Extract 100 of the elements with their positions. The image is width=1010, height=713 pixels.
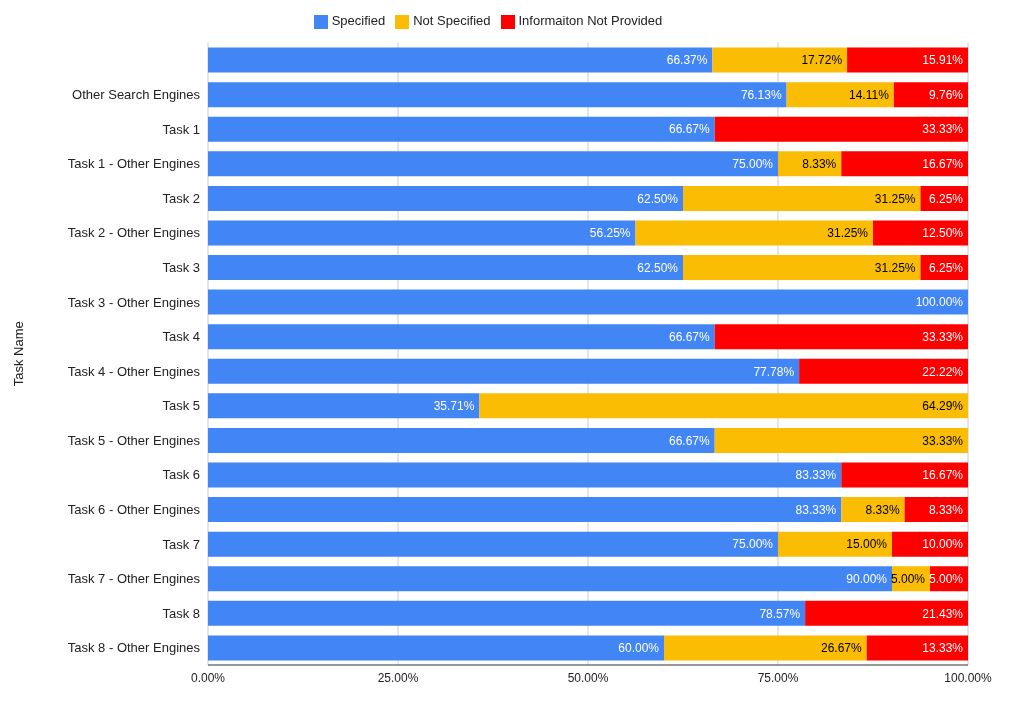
bar [805, 600, 968, 626]
x-tick-label: 50.00% [567, 670, 609, 685]
bar [208, 116, 715, 142]
data-label: 66.37% [666, 53, 708, 68]
data-label: 17.72% [801, 53, 843, 68]
x-tick-label: 75.00% [757, 670, 799, 685]
bar [208, 47, 713, 73]
legend-label: Informaiton Not Provided [518, 13, 663, 28]
data-label: 6.25% [928, 191, 964, 206]
y-tick-label: Task 7 [162, 536, 200, 552]
data-label: 31.25% [827, 226, 869, 241]
data-label: 33.33% [922, 329, 964, 344]
x-tick-label: 100.00% [944, 670, 993, 685]
x-tick-label: 0.00% [190, 670, 226, 685]
y-tick-label: Task 8 - Other Engines [67, 640, 201, 656]
data-label: 90.00% [846, 572, 888, 587]
data-label: 75.00% [732, 537, 774, 552]
data-label: 77.78% [753, 364, 795, 379]
bar [714, 324, 968, 350]
bar [866, 635, 968, 661]
bar [786, 82, 894, 108]
bar [208, 220, 636, 246]
bar [208, 497, 842, 523]
bar [847, 47, 968, 73]
data-label: 26.67% [820, 641, 863, 656]
data-label: 33.33% [922, 122, 964, 137]
y-tick-label: Task 1 [162, 121, 200, 137]
data-label: 16.67% [922, 157, 964, 172]
x-tick-label: 25.00% [377, 670, 419, 685]
data-label: 100.00% [915, 295, 964, 310]
bar [208, 324, 715, 350]
bar [712, 47, 848, 73]
y-tick-label: Task 6 - Other Engines [67, 502, 201, 518]
data-label: 10.00% [922, 537, 964, 552]
y-tick-label: Task 7 - Other Engines [67, 571, 201, 587]
data-label: 56.25% [589, 226, 631, 241]
bar [208, 185, 683, 211]
data-label: 13.33% [922, 641, 964, 656]
bar [208, 427, 715, 453]
data-label: 76.13% [740, 87, 782, 102]
bar [208, 393, 480, 419]
bar [208, 635, 664, 661]
data-label: 66.67% [668, 433, 711, 448]
data-label: 6.25% [928, 260, 964, 275]
y-tick-label: Task 4 [162, 329, 200, 345]
data-label: 83.33% [795, 468, 837, 483]
data-label: 83.33% [795, 502, 837, 517]
data-label: 60.00% [618, 641, 660, 656]
y-tick-label: Task 5 [162, 398, 200, 414]
y-tick-label: Task 1 - Other Engines [67, 156, 201, 172]
data-label: 62.50% [637, 191, 679, 206]
bar [799, 358, 968, 384]
y-axis-title: Task Name [10, 321, 26, 387]
bar [635, 220, 873, 246]
y-tick-label: Task 8 [162, 605, 200, 621]
data-label: 14.11% [849, 87, 890, 102]
bar [208, 82, 787, 108]
bar [873, 220, 968, 246]
data-label: 31.25% [874, 260, 916, 275]
data-label: 8.33% [928, 502, 964, 517]
y-tick-label: Other Search Engines [72, 87, 201, 103]
data-label: 12.50% [922, 226, 964, 241]
y-tick-label: Task 2 - Other Engines [67, 225, 201, 241]
bar [841, 462, 968, 488]
bar [208, 255, 683, 281]
y-tick-label: Task 4 - Other Engines [67, 363, 201, 379]
bar [208, 289, 968, 315]
data-label: 8.33% [802, 157, 837, 172]
data-label: 16.67% [922, 468, 964, 483]
bar [683, 185, 921, 211]
data-label: 66.67% [668, 122, 711, 137]
bar [664, 635, 867, 661]
bar [208, 358, 800, 384]
y-tick-label: Task 3 [162, 259, 200, 275]
data-label: 9.76% [928, 87, 964, 102]
bar [208, 151, 778, 177]
bar [841, 151, 968, 177]
bar [208, 566, 892, 592]
bar [208, 531, 778, 557]
bar [208, 600, 806, 626]
y-tick-label: Task 6 [162, 467, 200, 483]
data-label: 15.91% [922, 53, 964, 68]
data-label: 66.67% [668, 329, 711, 344]
data-label: 31.25% [874, 191, 916, 206]
legend-label: Not Specified [413, 13, 491, 28]
y-tick-label: Task 2 [162, 190, 200, 206]
bar [714, 116, 968, 142]
data-label: 78.57% [759, 606, 801, 621]
data-label: 21.43% [922, 606, 964, 621]
data-label: 62.50% [637, 260, 679, 275]
bar [714, 427, 968, 453]
data-label: 8.33% [865, 502, 900, 517]
data-label: 22.22% [922, 364, 964, 379]
legend-label: Specified [331, 13, 386, 28]
data-label: 15.00% [846, 537, 888, 552]
bar [208, 462, 842, 488]
y-tick-label: Task 3 - Other Engines [67, 294, 201, 310]
y-tick-label: Task 5 - Other Engines [67, 432, 201, 448]
bar [479, 393, 968, 419]
bar [683, 255, 921, 281]
